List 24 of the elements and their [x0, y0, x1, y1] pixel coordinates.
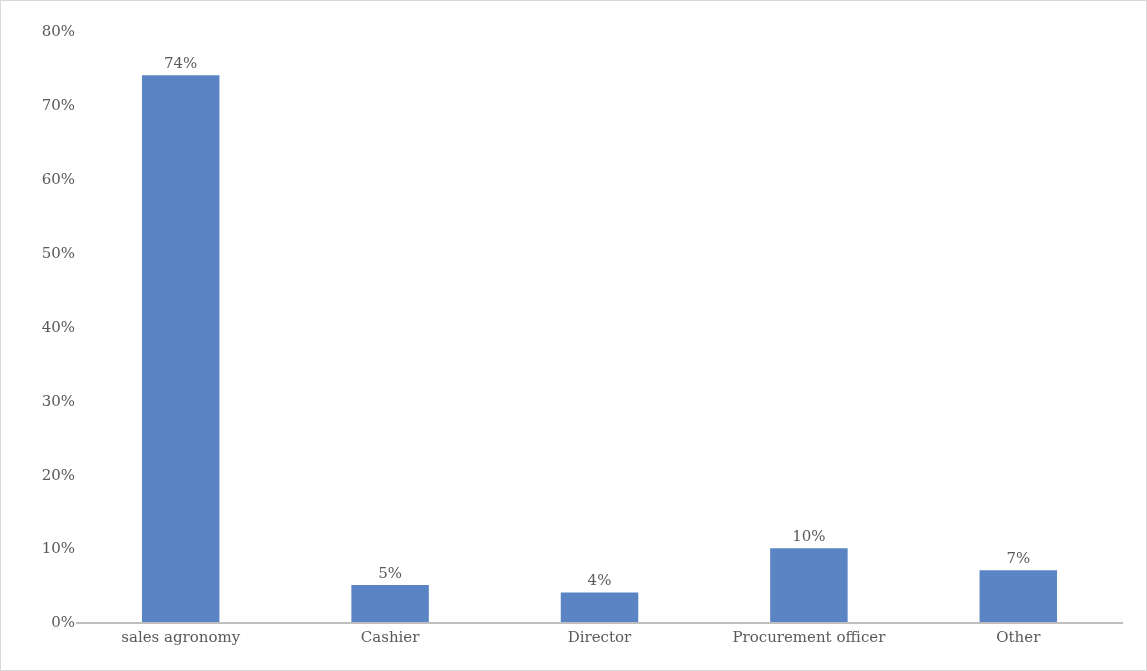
bar — [770, 548, 848, 622]
y-tick-label: 40% — [41, 317, 75, 336]
y-tick-label: 0% — [51, 613, 75, 632]
y-tick-label: 80% — [41, 22, 75, 41]
x-tick-label: Other — [996, 628, 1042, 646]
y-tick-label: 70% — [41, 96, 75, 115]
x-tick-label: Cashier — [360, 628, 421, 646]
data-label: 10% — [792, 527, 826, 546]
bar — [141, 75, 220, 622]
x-tick-label: Director — [567, 628, 633, 646]
bar — [560, 592, 639, 622]
data-label: 4% — [587, 571, 612, 590]
y-tick-label: 30% — [41, 391, 75, 410]
y-tick-label: 50% — [41, 243, 75, 262]
x-tick-label: sales agronomy — [121, 628, 241, 646]
y-tick-label: 60% — [41, 170, 75, 188]
x-tick-label: Procurement officer — [732, 628, 887, 646]
data-label: 74% — [164, 54, 198, 73]
data-label: 5% — [378, 564, 402, 583]
bar — [979, 570, 1058, 622]
y-tick-label: 20% — [41, 465, 75, 484]
data-label: 7% — [1006, 549, 1031, 568]
bar — [351, 585, 429, 622]
y-tick-label: 10% — [41, 539, 75, 558]
